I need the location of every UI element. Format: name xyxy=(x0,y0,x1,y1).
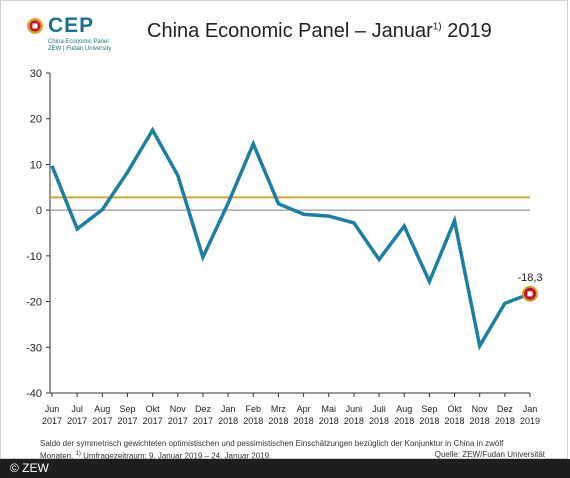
x-tick-label-year: 2017 xyxy=(42,416,62,426)
series-line xyxy=(50,126,531,351)
x-tick-label-month: Okt xyxy=(448,404,463,414)
x-tick-label-month: Mrz xyxy=(271,404,286,414)
x-tick-label-year: 2018 xyxy=(243,416,263,426)
logo-wordmark: CEP xyxy=(48,14,95,37)
x-tick-label-month: Nov xyxy=(472,404,489,414)
copyright-text: © ZEW xyxy=(10,461,49,475)
chart-title-main: China Economic Panel – Januar xyxy=(147,20,433,42)
y-tick-label: -30 xyxy=(26,342,42,354)
chart-title-year: 2019 xyxy=(441,20,492,42)
x-tick-label-month: Sep xyxy=(119,404,135,414)
y-tick-label: 20 xyxy=(30,114,42,126)
last-value-label: -18,3 xyxy=(517,272,542,284)
y-tick-label: 30 xyxy=(30,68,42,80)
x-tick-label-month: Dez xyxy=(497,404,514,414)
x-tick-label-year: 2017 xyxy=(143,416,163,426)
x-tick-label-month: Aug xyxy=(94,404,110,414)
x-tick-label-year: 2018 xyxy=(319,416,339,426)
x-tick-label-year: 2018 xyxy=(344,416,364,426)
x-tick-label-year: 2017 xyxy=(117,416,137,426)
x-tick-label-year: 2017 xyxy=(67,416,87,426)
logo-subtitle-2: ZEW | Fudan University xyxy=(48,46,112,52)
x-tick-label-year: 2018 xyxy=(445,416,465,426)
x-tick-label-month: Nov xyxy=(170,404,187,414)
cep-logo-icon xyxy=(27,18,43,34)
x-tick-label-year: 2018 xyxy=(268,416,288,426)
chart-title: China Economic Panel – Januar1) 2019 xyxy=(147,20,492,43)
x-tick-label-month: Okt xyxy=(146,404,161,414)
chart-title-footnote-mark: 1) xyxy=(432,21,442,33)
x-tick-label-year: 2017 xyxy=(92,416,112,426)
copyright-bar: © ZEW xyxy=(0,459,570,478)
x-tick-label-year: 2018 xyxy=(218,416,238,426)
footnote-line-2-mark: 1) xyxy=(75,451,81,457)
chart-frame xyxy=(0,0,568,459)
x-tick-label-month: Jul xyxy=(71,404,83,414)
source-note: Quelle: ZEW/Fudan Universität xyxy=(434,450,545,459)
x-tick-label-month: Dez xyxy=(195,404,212,414)
footnote-line-2: Monaten. 1) Umfragezeitraum: 9. Januar 2… xyxy=(40,449,545,462)
x-tick-label-year: 2018 xyxy=(495,416,515,426)
x-tick-label-year: 2017 xyxy=(193,416,213,426)
x-tick-label-month: Juni xyxy=(346,404,363,414)
last-point-marker-center xyxy=(527,291,533,297)
x-tick-label-month: Sep xyxy=(421,404,437,414)
x-tick-label-month: Jun xyxy=(45,404,60,414)
logo-subtitle-1: China Economic Panel xyxy=(48,39,109,45)
x-tick-label-year: 2018 xyxy=(419,416,439,426)
x-tick-label-month: Juli xyxy=(372,404,386,414)
footnote: Saldo der symmetrisch gewichteten optimi… xyxy=(40,438,545,462)
x-tick-label-year: 2018 xyxy=(369,416,389,426)
y-tick-label: -40 xyxy=(26,388,42,400)
x-tick-label-year: 2017 xyxy=(168,416,188,426)
x-tick-label-year: 2019 xyxy=(520,416,540,426)
x-tick-label-year: 2018 xyxy=(294,416,314,426)
y-tick-label: -10 xyxy=(26,251,42,263)
footnote-line-2-start: Monaten. xyxy=(40,451,76,461)
x-tick-label-month: Mai xyxy=(321,404,336,414)
x-tick-label-month: Jan xyxy=(523,404,538,414)
y-tick-label: 0 xyxy=(36,205,42,217)
footnote-line-2-end: Umfragezeitraum: 9. Januar 2019 – 24. Ja… xyxy=(80,451,272,461)
cep-logo: CEP China Economic Panel ZEW | Fudan Uni… xyxy=(26,14,126,52)
x-tick-label-year: 2018 xyxy=(394,416,414,426)
y-tick-label: 10 xyxy=(30,159,42,171)
x-tick-label-month: Aug xyxy=(396,404,412,414)
x-tick-label-year: 2018 xyxy=(470,416,490,426)
footnote-line-1: Saldo der symmetrisch gewichteten optimi… xyxy=(40,439,504,448)
x-tick-label-month: Feb xyxy=(246,404,262,414)
x-tick-label-month: Jan xyxy=(221,404,236,414)
y-tick-label: -20 xyxy=(26,297,42,309)
x-tick-label-month: Apr xyxy=(297,404,311,414)
